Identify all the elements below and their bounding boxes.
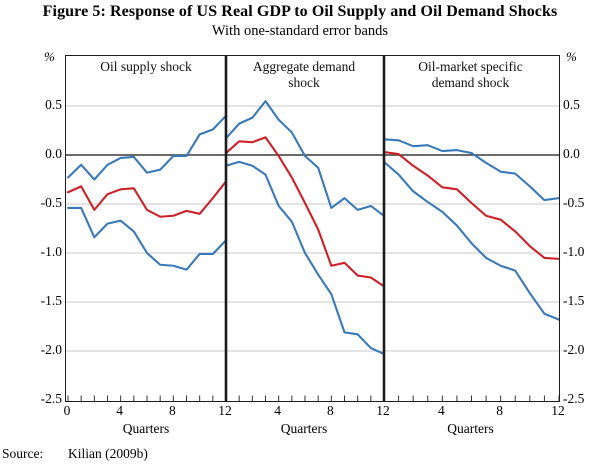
y-axis-unit-right: % (566, 49, 577, 64)
y-axis-unit-left: % (44, 49, 55, 64)
error-band-line (66, 114, 228, 181)
panel-title: Oil supply shock (66, 59, 226, 75)
chart-canvas (66, 56, 559, 401)
panel-title-line: Oil-market specific (418, 59, 523, 74)
y-axis-tick-label-right: 0.5 (563, 97, 580, 112)
error-band-line (224, 100, 386, 217)
x-axis-tick-label: 12 (218, 403, 232, 418)
panel-title: Oil-market specific demand shock (391, 59, 551, 92)
error-band-line (224, 160, 386, 355)
x-axis-tick-label: 12 (551, 403, 565, 418)
plot-area (65, 55, 560, 402)
x-axis-title: Quarters (447, 421, 494, 436)
x-axis-tick-label: 12 (376, 403, 390, 418)
response-line (66, 180, 228, 218)
panel-title-line: Aggregate demand (252, 59, 356, 74)
error-band-line (382, 138, 559, 202)
error-band-line (66, 206, 228, 271)
y-axis-tick-label-right: 0.0 (563, 146, 580, 161)
y-axis-tick-label-left: -1.5 (40, 293, 62, 308)
source-value: Kilian (2009b) (68, 446, 148, 461)
y-axis-tick-label-right: -2.0 (563, 342, 585, 357)
figure-title: Figure 5: Response of US Real GDP to Oil… (42, 3, 558, 20)
y-axis-tick-label-right: -2.5 (563, 391, 585, 406)
y-axis-tick-label-right: -1.5 (563, 293, 585, 308)
y-axis-tick-label-right: -1.0 (563, 244, 585, 259)
x-axis-title: Quarters (280, 421, 328, 436)
panel-title-line: shock (288, 75, 320, 91)
x-axis-tick-label: 4 (116, 403, 124, 418)
y-axis-tick-label-left: 0.5 (45, 97, 62, 112)
x-axis-tick-label: 8 (168, 403, 176, 418)
response-line (224, 136, 386, 288)
y-axis-tick-label-left: 0.0 (45, 146, 62, 161)
x-axis-tick-label: 0 (63, 403, 71, 418)
panel-title-line: Oil supply shock (100, 59, 192, 74)
panel-title-line: demand shock (431, 75, 510, 91)
y-axis-tick-label-left: -2.5 (40, 391, 62, 406)
response-line (382, 151, 559, 260)
y-axis-tick-label-left: -2.0 (40, 342, 62, 357)
error-band-line (382, 160, 559, 321)
y-axis-tick-label-left: -1.0 (40, 244, 62, 259)
x-axis-tick-label: 8 (496, 403, 504, 418)
x-axis-tick-label: 4 (437, 403, 445, 418)
figure-subtitle: With one-standard error bands (211, 23, 389, 39)
y-axis-tick-label-right: -0.5 (563, 195, 585, 210)
y-axis-tick-label-left: -0.5 (40, 195, 62, 210)
x-axis-title: Quarters (122, 421, 170, 436)
panel-title: Aggregate demand shock (224, 59, 384, 92)
source-label: Source: (2, 446, 44, 461)
x-axis-tick-label: 4 (274, 403, 282, 418)
x-axis-tick-label: 8 (326, 403, 334, 418)
